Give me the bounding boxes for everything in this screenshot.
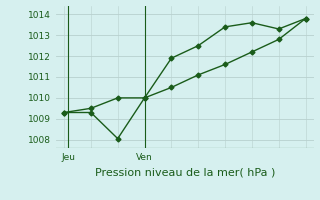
X-axis label: Pression niveau de la mer( hPa ): Pression niveau de la mer( hPa ): [95, 167, 275, 177]
